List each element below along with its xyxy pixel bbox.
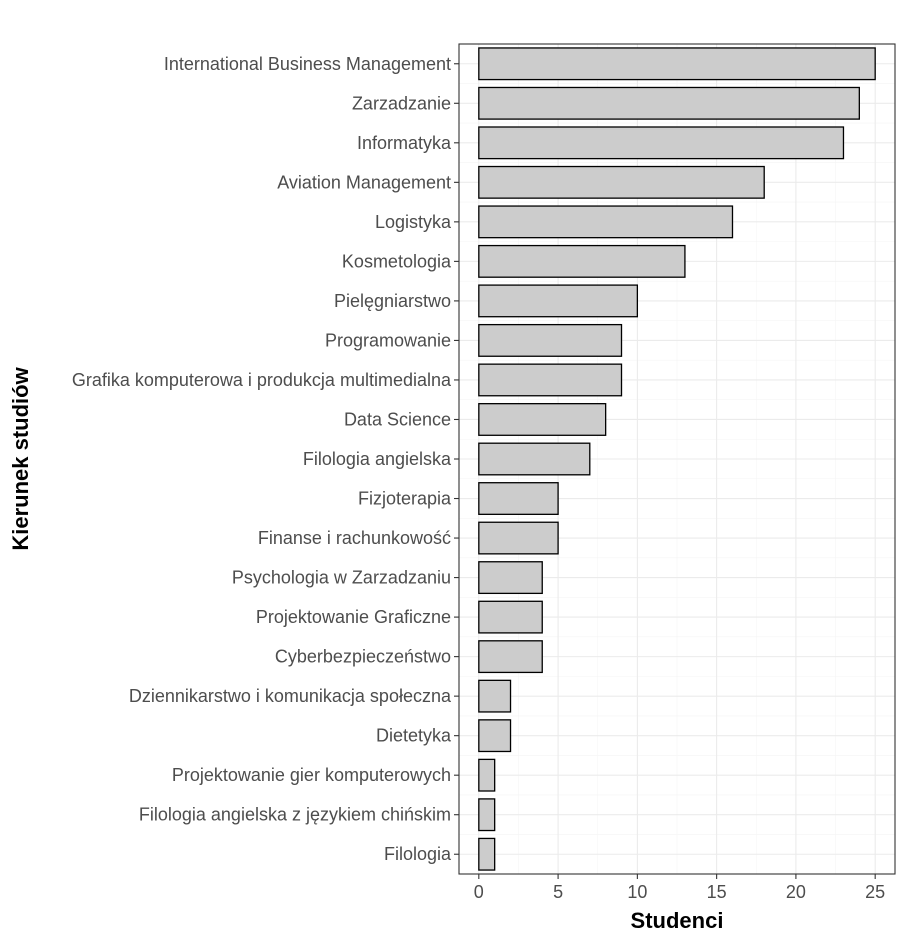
- bar: [478, 798, 496, 832]
- bar: [478, 244, 686, 278]
- bar: [478, 47, 876, 81]
- y-tick-label: Fizjoterapia: [358, 489, 452, 509]
- y-tick-label: Data Science: [344, 409, 451, 429]
- x-tick-label: 20: [786, 882, 806, 902]
- bar: [478, 600, 543, 634]
- y-tick-label: Filologia angielska z językiem chińskim: [139, 805, 451, 825]
- bar: [478, 403, 607, 436]
- bars: [478, 47, 876, 871]
- y-tick-label: Psychologia w Zarzadzaniu: [232, 568, 451, 588]
- x-tick-label: 10: [627, 882, 647, 902]
- bar: [478, 719, 512, 753]
- y-tick-label: Projektowanie Graficzne: [256, 607, 451, 627]
- y-tick-label: Grafika komputerowa i produkcja multimed…: [72, 370, 452, 390]
- bar: [478, 482, 559, 515]
- bar: [478, 363, 623, 397]
- bar: [478, 521, 559, 555]
- y-tick-label: Dietetyka: [376, 726, 452, 746]
- bar: [478, 284, 639, 318]
- x-tick-label: 15: [707, 882, 727, 902]
- y-tick-label: Finanse i rachunkowość: [258, 528, 451, 548]
- bar: [478, 205, 734, 239]
- y-tick-label: Projektowanie gier komputerowych: [172, 765, 451, 785]
- x-tick-label: 0: [474, 882, 484, 902]
- y-tick-label: Zarzadzanie: [352, 93, 451, 113]
- x-axis-ticks: 0 5 10 15 20 25: [474, 874, 885, 902]
- x-tick-label: 5: [553, 882, 563, 902]
- y-tick-label: Logistyka: [375, 212, 452, 232]
- bar: [478, 86, 860, 120]
- y-tick-label: Pielęgniarstwo: [334, 291, 451, 311]
- bar: [478, 126, 845, 160]
- y-tick-label: Kosmetologia: [342, 251, 452, 271]
- x-axis-title: Studenci: [631, 908, 724, 933]
- y-axis-ticks: International Business Management Zarzadz…: [72, 54, 459, 864]
- y-axis-title: Kierunek studiów: [8, 366, 33, 550]
- bar: [478, 442, 591, 476]
- bar: [478, 758, 496, 792]
- x-tick-label: 25: [865, 882, 885, 902]
- y-tick-label: International Business Management: [164, 54, 451, 74]
- y-tick-label: Cyberbezpieczeństwo: [275, 647, 451, 667]
- y-tick-label: Filologia angielska: [303, 449, 452, 469]
- y-tick-label: Filologia: [384, 844, 452, 864]
- bar: [478, 679, 512, 713]
- y-tick-label: Aviation Management: [277, 172, 451, 192]
- bar: [478, 640, 543, 674]
- y-tick-label: Informatyka: [357, 133, 452, 153]
- bar: [478, 323, 623, 357]
- y-tick-label: Dziennikarstwo i komunikacja społeczna: [129, 686, 452, 706]
- y-tick-label: Programowanie: [325, 330, 451, 350]
- bar: [478, 837, 496, 871]
- bar: [478, 561, 543, 595]
- bar: [478, 165, 765, 199]
